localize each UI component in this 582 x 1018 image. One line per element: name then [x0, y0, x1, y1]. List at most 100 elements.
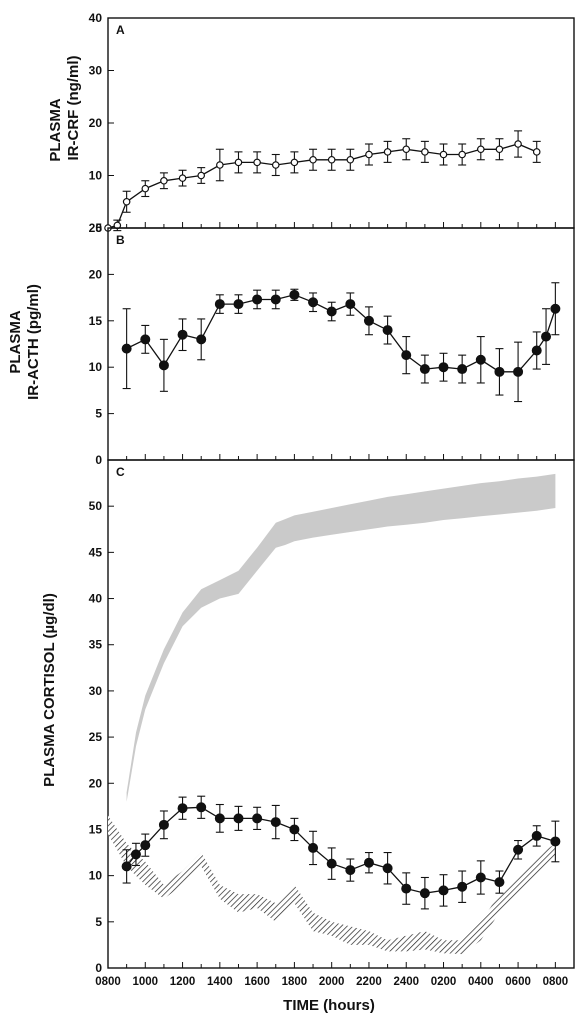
panel-b-ytick-label: 15: [89, 314, 103, 328]
panel-c-ytick-label: 0: [95, 961, 102, 975]
panel-b-data-point: [457, 364, 468, 375]
panel-a-data-point: [495, 145, 504, 154]
panel-c-data-point: [382, 863, 393, 874]
panel-a-ytick-label: 20: [89, 116, 103, 130]
panel-b-frame: [107, 227, 575, 461]
panel-b-data-point: [382, 325, 393, 336]
panel-b-data-point: [345, 299, 356, 310]
panel-b-ytick-label: 5: [95, 407, 102, 421]
panel-c-data-point: [140, 840, 151, 851]
x-tick-label: 2200: [356, 976, 382, 988]
x-tick-label: 0200: [431, 976, 457, 988]
panel-a-data-point: [365, 150, 373, 159]
panel-b-ytick-label: 20: [89, 267, 103, 281]
x-tick-label: 0600: [505, 976, 531, 988]
panel-c-ytick-label: 40: [89, 592, 103, 606]
panel-c-data-point: [289, 824, 300, 835]
panel-b-data-point: [419, 364, 430, 375]
panel-a-data-point: [141, 184, 150, 193]
panel-b-data-point: [475, 354, 486, 365]
panel-c-data-point: [550, 836, 561, 847]
panel-a-data-point: [122, 197, 131, 206]
panel-c-frame: [107, 459, 575, 969]
panel-a-data-point: [234, 158, 243, 167]
panel-b-data-point: [177, 329, 188, 340]
panel-c-data-point: [252, 813, 263, 824]
panel-b-data-point: [140, 334, 151, 345]
panel-c-series-line: [126, 806, 556, 894]
panel-b-data-point: [401, 350, 412, 361]
x-axis-label: TIME (hours): [283, 997, 375, 1014]
panel-c-data-point: [158, 819, 169, 830]
panel-c-data-point: [401, 883, 412, 894]
x-tick-label: 0800: [543, 976, 569, 988]
x-tick-label: 1800: [282, 976, 308, 988]
panel-b-data-point: [531, 345, 542, 356]
panel-c-data-point: [457, 881, 468, 892]
panel-b-ytick-label: 10: [89, 360, 103, 374]
panel-a-letter: A: [116, 23, 125, 37]
panel-c-data-point: [121, 861, 132, 872]
panel-c-data-point: [308, 842, 319, 853]
panel-b-ylabel-line1: PLASMA: [7, 310, 24, 374]
x-axis-tick-labels: 0800 1000 1200 1400 1600 1800 2000 2200 2400 0200…: [95, 976, 568, 988]
panel-c-data-point: [475, 872, 486, 883]
panel-c-data-point: [419, 888, 430, 899]
panel-a-data-point: [439, 150, 448, 159]
x-tick-label: 1600: [244, 976, 270, 988]
panel-c-ytick-label: 5: [95, 915, 102, 929]
x-tick-label: 2000: [319, 976, 345, 988]
x-tick-label: 1400: [207, 976, 233, 988]
panel-c-cortisol-chart: C 0 5 10 15 20 25 30 35 40 45 50: [89, 459, 575, 975]
panel-b-data-point: [438, 362, 449, 373]
panel-a-data-point: [532, 148, 541, 156]
panel-a-data-point: [383, 148, 392, 156]
panel-b-data-point: [289, 289, 300, 300]
panel-b-data-point: [308, 297, 319, 308]
panel-b-data-point: [541, 331, 552, 342]
panel-a-data-point: [309, 155, 317, 164]
panel-c-lower-range-band: [108, 815, 556, 955]
panel-b-ytick-label: 0: [95, 453, 102, 467]
panel-c-data-point: [345, 865, 356, 876]
panel-b-data-point: [121, 343, 132, 354]
panel-b-letter: B: [116, 233, 125, 247]
panel-c-data-point: [214, 813, 225, 824]
panel-b-data-point: [494, 366, 505, 377]
panel-c-data-point: [531, 830, 542, 841]
panel-a-data-point: [476, 145, 485, 154]
x-tick-label: 1000: [132, 976, 158, 988]
panel-a-ytick-label: 30: [89, 64, 103, 78]
panel-a-data-point: [346, 155, 355, 164]
panel-b-data-point: [233, 299, 244, 310]
panel-b-data-point: [513, 366, 524, 377]
panel-c-ytick-label: 25: [89, 730, 103, 744]
panel-b-data-point: [326, 306, 337, 317]
panel-a-data-point: [421, 148, 429, 156]
panel-c-data-point: [363, 857, 374, 868]
panel-b-series-line: [126, 294, 557, 373]
panel-c-ytick-label: 50: [89, 499, 103, 513]
panel-c-letter: C: [116, 465, 125, 479]
panel-c-data-point: [494, 877, 505, 888]
panel-c-data-point: [438, 885, 449, 896]
panel-a-ytick-label: 10: [89, 169, 103, 183]
panel-c-data-point: [326, 858, 337, 869]
panel-a-data-point: [402, 145, 411, 154]
panel-a-data-point: [160, 176, 168, 185]
panel-c-ylabel: PLASMA CORTISOL (µg/dl): [41, 593, 58, 787]
panel-a-data-point: [458, 150, 466, 159]
panel-c-ytick-label: 35: [89, 638, 103, 652]
panel-a-data-point: [197, 171, 206, 180]
panel-a-data-point: [514, 140, 522, 148]
panel-b-data-point: [270, 294, 281, 305]
panel-a-data-point: [178, 174, 187, 182]
panel-c-data-point: [233, 813, 244, 824]
panel-b-data-point: [363, 315, 374, 326]
panel-b-data-point: [214, 299, 225, 310]
panel-b-ylabel-line2: IR-ACTH (pg/ml): [25, 284, 42, 400]
panel-a-ytick-label: 0: [95, 221, 102, 235]
panel-c-data-point: [130, 849, 141, 860]
panel-a-frame: [107, 17, 575, 229]
